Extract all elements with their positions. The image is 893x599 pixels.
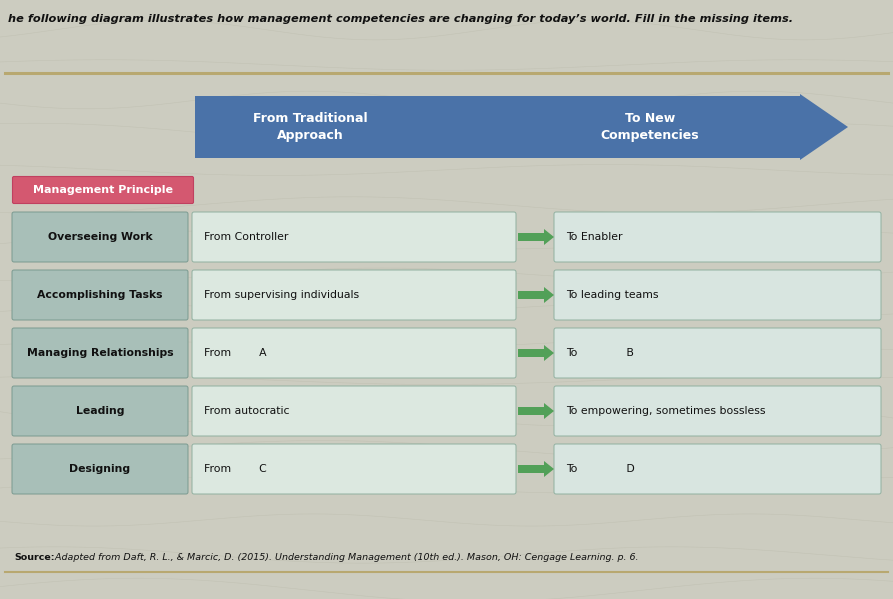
- FancyBboxPatch shape: [12, 328, 188, 378]
- Text: To              D: To D: [566, 464, 635, 474]
- Text: To Enabler: To Enabler: [566, 232, 622, 242]
- Text: From        A: From A: [204, 348, 267, 358]
- FancyBboxPatch shape: [12, 270, 188, 320]
- FancyBboxPatch shape: [12, 212, 188, 262]
- Text: To              B: To B: [566, 348, 634, 358]
- Polygon shape: [800, 94, 848, 160]
- Text: Leading: Leading: [76, 406, 124, 416]
- FancyBboxPatch shape: [192, 328, 516, 378]
- FancyBboxPatch shape: [192, 270, 516, 320]
- Text: From autocratic: From autocratic: [204, 406, 289, 416]
- FancyArrow shape: [518, 461, 554, 477]
- Text: To empowering, sometimes bossless: To empowering, sometimes bossless: [566, 406, 765, 416]
- FancyBboxPatch shape: [192, 444, 516, 494]
- FancyBboxPatch shape: [12, 444, 188, 494]
- Bar: [195, 96, 800, 158]
- FancyBboxPatch shape: [554, 328, 881, 378]
- FancyBboxPatch shape: [554, 386, 881, 436]
- FancyArrow shape: [518, 287, 554, 303]
- Text: Accomplishing Tasks: Accomplishing Tasks: [38, 290, 163, 300]
- FancyBboxPatch shape: [13, 177, 194, 204]
- FancyBboxPatch shape: [192, 212, 516, 262]
- Text: Source:: Source:: [14, 553, 54, 562]
- Text: To leading teams: To leading teams: [566, 290, 658, 300]
- Text: he following diagram illustrates how management competencies are changing for to: he following diagram illustrates how man…: [8, 14, 793, 24]
- Text: Adapted from Daft, R. L., & Marcic, D. (2015). Understanding Management (10th ed: Adapted from Daft, R. L., & Marcic, D. (…: [52, 553, 638, 562]
- FancyBboxPatch shape: [192, 386, 516, 436]
- Text: Managing Relationships: Managing Relationships: [27, 348, 173, 358]
- FancyBboxPatch shape: [554, 212, 881, 262]
- Text: Designing: Designing: [70, 464, 130, 474]
- Text: To New
Competencies: To New Competencies: [601, 111, 699, 143]
- Text: From Controller: From Controller: [204, 232, 288, 242]
- Text: From Traditional
Approach: From Traditional Approach: [253, 111, 367, 143]
- FancyBboxPatch shape: [12, 386, 188, 436]
- FancyArrow shape: [518, 403, 554, 419]
- FancyArrow shape: [518, 229, 554, 245]
- Text: Overseeing Work: Overseeing Work: [47, 232, 153, 242]
- Text: From supervising individuals: From supervising individuals: [204, 290, 359, 300]
- FancyBboxPatch shape: [554, 444, 881, 494]
- FancyArrow shape: [518, 345, 554, 361]
- Text: From        C: From C: [204, 464, 267, 474]
- FancyBboxPatch shape: [554, 270, 881, 320]
- Text: Management Principle: Management Principle: [33, 185, 173, 195]
